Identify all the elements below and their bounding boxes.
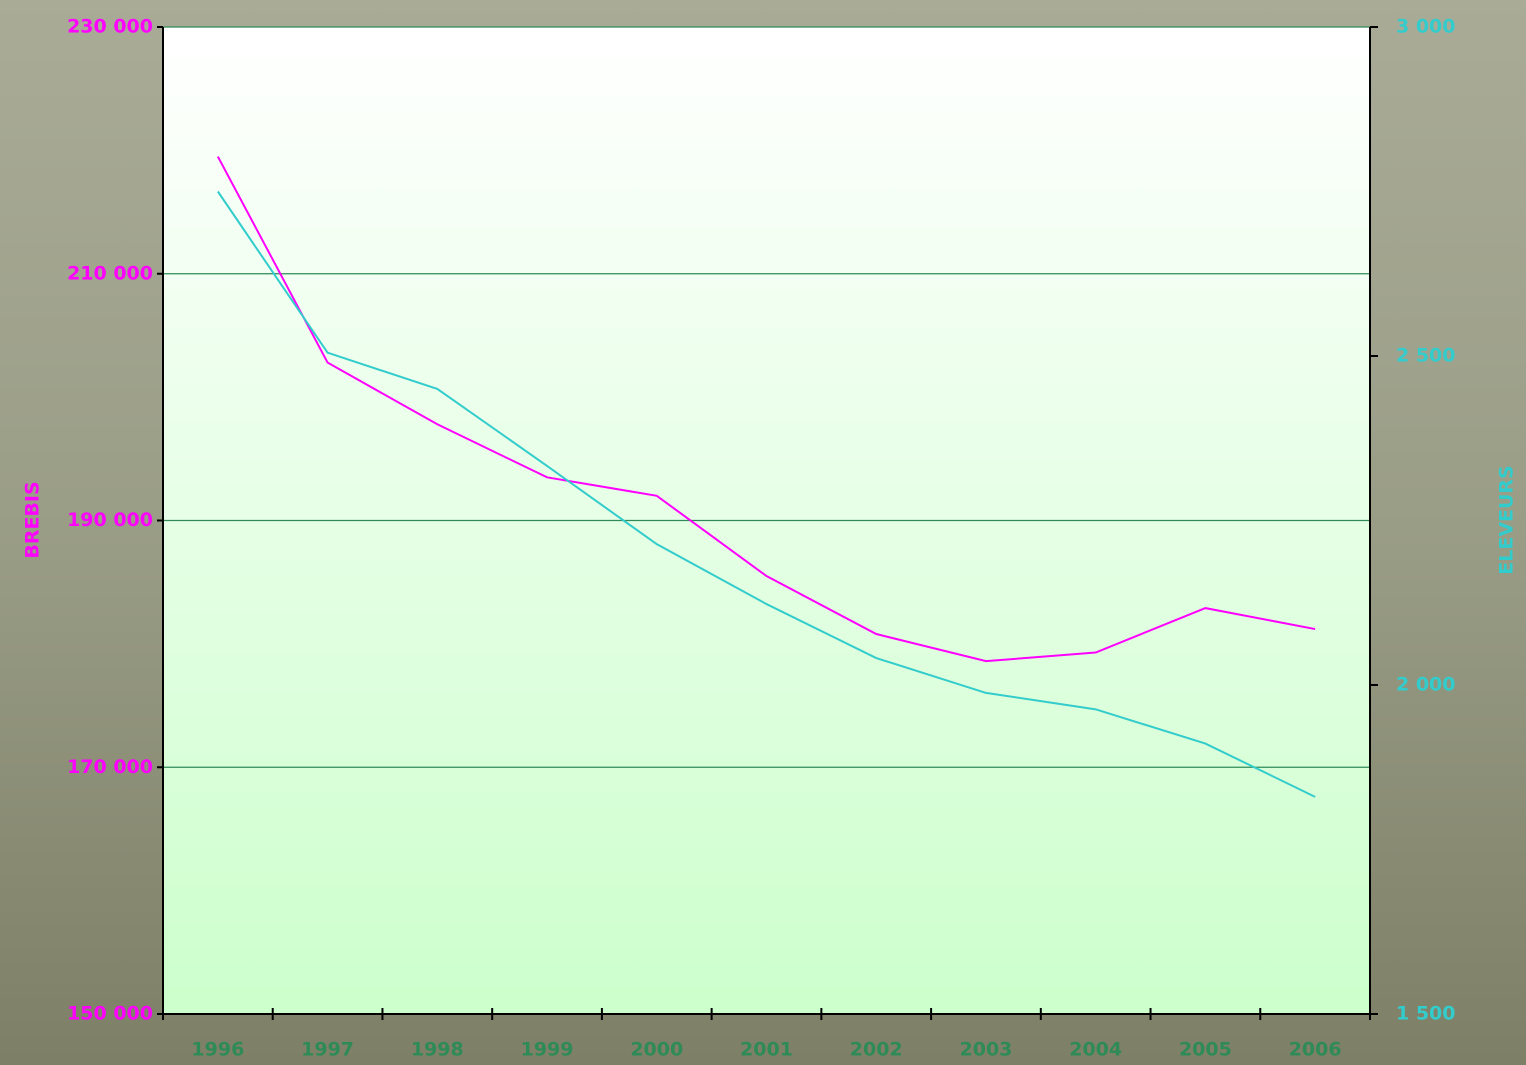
x-tick-label: 2001 (740, 1039, 793, 1061)
y2-tick-label: 1 500 (1396, 1003, 1456, 1025)
line-series (216, 156, 1316, 663)
x-tick-label: 2006 (1289, 1039, 1342, 1061)
y2-tick-label: 3 000 (1396, 16, 1456, 38)
y-tick-label: 150 000 (67, 1003, 153, 1025)
x-tick-label: 2004 (1069, 1039, 1122, 1061)
y2-tick-label: 2 000 (1396, 674, 1456, 696)
y-tick-label: 210 000 (67, 262, 153, 284)
x-tick-label: 1997 (301, 1039, 354, 1061)
line-series (217, 190, 1316, 798)
y-tick-label: 170 000 (67, 756, 153, 778)
y-axis-title: BREBIS (22, 481, 44, 558)
x-tick-label: 1996 (191, 1039, 244, 1061)
x-tick-label: 1999 (521, 1039, 574, 1061)
y-tick-label: 230 000 (67, 16, 153, 38)
y2-axis-title: ELEVEURS (1496, 465, 1518, 575)
y2-tick-label: 2 500 (1396, 345, 1456, 367)
x-tick-label: 2005 (1179, 1039, 1232, 1061)
x-tick-label: 2003 (960, 1039, 1013, 1061)
x-tick-label: 1998 (411, 1039, 464, 1061)
x-tick-label: 2000 (630, 1039, 683, 1061)
y-tick-label: 190 000 (67, 509, 153, 531)
x-tick-label: 2002 (850, 1039, 903, 1061)
